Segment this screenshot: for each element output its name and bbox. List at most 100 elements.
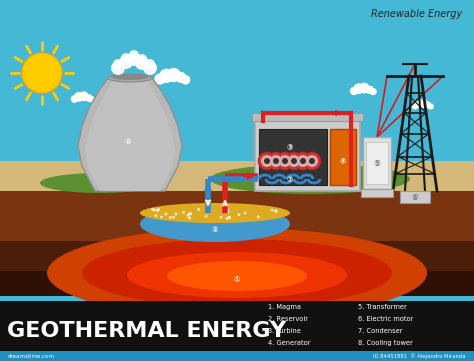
Circle shape xyxy=(22,53,62,93)
Text: GEOTHERMAL ENERGY: GEOTHERMAL ENERGY xyxy=(7,321,286,341)
Circle shape xyxy=(189,212,192,215)
Bar xyxy=(366,142,388,184)
Ellipse shape xyxy=(108,74,152,82)
Circle shape xyxy=(414,100,423,109)
Circle shape xyxy=(309,158,315,164)
Circle shape xyxy=(282,158,288,164)
Text: ①: ① xyxy=(234,274,240,283)
Circle shape xyxy=(181,75,191,84)
Ellipse shape xyxy=(127,252,347,298)
Circle shape xyxy=(261,155,273,167)
Circle shape xyxy=(411,103,419,109)
Text: ⑤: ⑤ xyxy=(374,158,381,168)
Circle shape xyxy=(153,208,156,212)
Circle shape xyxy=(285,152,303,170)
Circle shape xyxy=(155,214,157,217)
Polygon shape xyxy=(252,113,363,121)
Circle shape xyxy=(228,216,230,219)
Circle shape xyxy=(85,94,92,102)
Circle shape xyxy=(271,209,273,212)
Circle shape xyxy=(258,152,276,170)
Circle shape xyxy=(419,99,428,108)
Circle shape xyxy=(226,217,228,220)
Text: 1. Magma: 1. Magma xyxy=(268,304,301,310)
Circle shape xyxy=(294,152,312,170)
Text: 7. Condenser: 7. Condenser xyxy=(358,328,402,334)
Circle shape xyxy=(160,216,163,218)
Circle shape xyxy=(306,155,318,167)
Circle shape xyxy=(219,216,223,219)
Circle shape xyxy=(113,59,123,69)
Circle shape xyxy=(228,216,231,219)
Circle shape xyxy=(175,72,186,83)
Ellipse shape xyxy=(210,164,410,194)
Circle shape xyxy=(182,211,185,214)
Ellipse shape xyxy=(82,239,392,307)
Circle shape xyxy=(145,59,155,69)
Circle shape xyxy=(119,55,133,69)
Bar xyxy=(400,191,430,203)
Circle shape xyxy=(276,152,294,170)
Polygon shape xyxy=(85,81,175,191)
Circle shape xyxy=(186,214,190,217)
Circle shape xyxy=(244,212,246,214)
Circle shape xyxy=(270,155,282,167)
Bar xyxy=(363,137,391,189)
Circle shape xyxy=(156,209,159,212)
Bar xyxy=(0,241,474,296)
Circle shape xyxy=(169,216,172,219)
Ellipse shape xyxy=(140,206,290,242)
Circle shape xyxy=(237,213,240,216)
Circle shape xyxy=(174,212,177,216)
Circle shape xyxy=(227,210,229,213)
Circle shape xyxy=(303,152,321,170)
Circle shape xyxy=(354,83,364,94)
Text: ③: ③ xyxy=(287,143,293,152)
Circle shape xyxy=(159,69,173,83)
Circle shape xyxy=(157,208,160,211)
Circle shape xyxy=(425,101,431,109)
Circle shape xyxy=(135,56,149,70)
Circle shape xyxy=(188,217,191,219)
Circle shape xyxy=(350,87,358,95)
Bar xyxy=(259,129,327,185)
Ellipse shape xyxy=(140,203,290,223)
Text: ④: ④ xyxy=(340,157,346,165)
Circle shape xyxy=(428,104,434,109)
Text: 3. Turbine: 3. Turbine xyxy=(268,328,301,334)
Ellipse shape xyxy=(47,228,427,318)
Circle shape xyxy=(257,216,260,218)
Circle shape xyxy=(279,155,291,167)
Text: dreamstime.com: dreamstime.com xyxy=(8,353,55,358)
Circle shape xyxy=(188,212,191,215)
Bar xyxy=(255,121,360,191)
Text: ②: ② xyxy=(212,225,218,234)
Circle shape xyxy=(359,83,370,93)
Circle shape xyxy=(111,61,125,75)
Bar xyxy=(0,351,474,361)
Circle shape xyxy=(300,158,306,164)
Text: 8. Cooling tower: 8. Cooling tower xyxy=(358,340,413,346)
Circle shape xyxy=(143,61,157,75)
Circle shape xyxy=(71,95,78,103)
Circle shape xyxy=(274,210,278,213)
Text: ⑧: ⑧ xyxy=(125,136,131,145)
Ellipse shape xyxy=(111,74,149,80)
Circle shape xyxy=(274,209,277,212)
Circle shape xyxy=(121,53,131,63)
Text: 4. Generator: 4. Generator xyxy=(268,340,310,346)
Ellipse shape xyxy=(167,261,307,291)
Bar xyxy=(0,301,474,361)
Bar xyxy=(330,129,356,185)
Text: ⑦: ⑦ xyxy=(287,174,293,183)
Circle shape xyxy=(166,68,181,82)
Circle shape xyxy=(129,50,139,60)
Circle shape xyxy=(291,158,297,164)
Bar xyxy=(0,161,474,191)
Circle shape xyxy=(288,155,300,167)
Text: 6. Electric motor: 6. Electric motor xyxy=(358,316,413,322)
Circle shape xyxy=(172,216,175,219)
Circle shape xyxy=(155,73,165,84)
Polygon shape xyxy=(78,78,182,191)
Circle shape xyxy=(151,208,154,211)
